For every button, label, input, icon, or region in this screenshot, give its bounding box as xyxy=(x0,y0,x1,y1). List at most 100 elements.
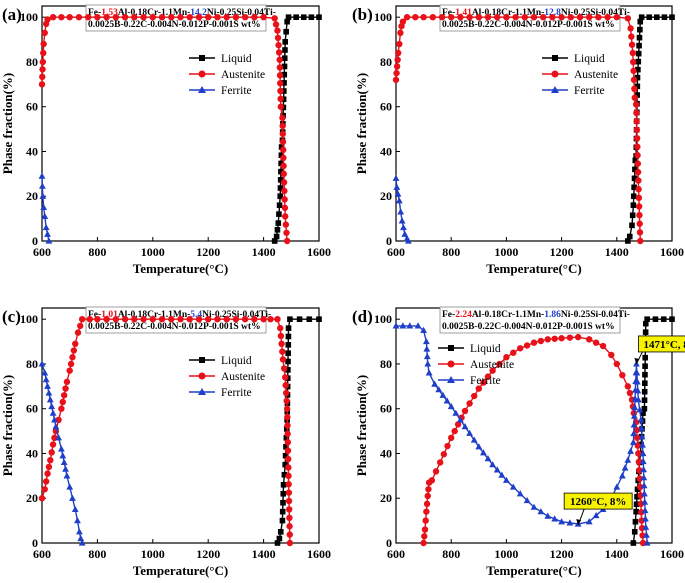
data-point xyxy=(285,14,292,20)
data-point xyxy=(67,360,75,368)
data-point xyxy=(140,13,147,21)
data-point xyxy=(44,470,51,477)
data-point xyxy=(78,539,86,546)
data-point xyxy=(523,496,531,504)
data-point xyxy=(399,18,407,25)
y-tick-label: 100 xyxy=(374,312,392,326)
data-point xyxy=(280,179,288,186)
data-point xyxy=(260,13,267,21)
data-point xyxy=(279,122,286,130)
data-point xyxy=(630,412,638,419)
data-point xyxy=(461,423,469,430)
data-point xyxy=(277,193,284,200)
data-point xyxy=(423,345,431,352)
data-point xyxy=(425,369,433,376)
legend-label: Ferrite xyxy=(574,85,605,97)
composition-line2: 0.0025B-0.22C-0.004N-0.012P-0.001S wt% xyxy=(442,322,615,332)
data-point xyxy=(63,378,71,386)
composition-segment: Fe- xyxy=(88,310,101,320)
data-point xyxy=(131,13,138,21)
data-point xyxy=(41,486,48,493)
data-point xyxy=(644,316,650,322)
data-point xyxy=(282,39,289,45)
data-point xyxy=(241,13,249,21)
data-point xyxy=(637,416,645,423)
data-point xyxy=(634,168,642,176)
data-point xyxy=(530,13,538,21)
data-point xyxy=(632,101,640,108)
legend-marker xyxy=(199,55,205,61)
x-tick-label: 1600 xyxy=(660,245,684,259)
data-point xyxy=(642,523,650,530)
data-point xyxy=(70,347,78,354)
y-tick-label: 40 xyxy=(380,446,392,460)
data-point xyxy=(669,14,675,20)
data-point xyxy=(284,455,292,463)
data-point xyxy=(277,95,284,103)
data-point xyxy=(284,18,290,25)
data-point xyxy=(586,336,593,343)
data-point xyxy=(480,449,487,456)
data-point xyxy=(275,41,282,49)
legend-marker xyxy=(447,376,455,383)
data-point xyxy=(585,518,593,525)
data-point xyxy=(282,382,289,389)
data-point xyxy=(223,13,230,21)
data-point xyxy=(42,223,50,231)
data-point xyxy=(420,13,427,21)
data-point xyxy=(284,439,292,446)
data-point xyxy=(149,13,156,21)
composition-segment: Ni-0.25Si-0.04Ti- xyxy=(561,8,630,18)
composition-segment: 1.01 xyxy=(101,310,118,320)
data-point xyxy=(279,130,287,138)
composition-segment: Al-0.18Cr-1.1Mn- xyxy=(472,310,544,320)
data-point xyxy=(634,434,641,442)
data-point xyxy=(640,410,646,416)
data-point xyxy=(634,486,641,493)
data-point xyxy=(149,315,156,323)
data-point xyxy=(38,360,46,367)
data-point xyxy=(566,519,574,526)
data-point xyxy=(281,187,288,195)
data-point xyxy=(630,421,638,428)
data-point xyxy=(397,208,405,215)
data-point xyxy=(274,315,281,323)
data-point xyxy=(308,14,315,20)
data-point xyxy=(66,483,74,490)
data-point xyxy=(503,354,510,361)
data-point xyxy=(630,429,638,437)
data-point xyxy=(112,315,120,323)
data-point xyxy=(280,482,287,488)
data-point xyxy=(393,63,401,70)
data-point xyxy=(158,13,166,21)
data-point xyxy=(428,477,436,484)
annotation: 1260°C, 8% xyxy=(563,492,633,526)
x-tick-label: 1600 xyxy=(307,547,331,561)
y-tick-label: 60 xyxy=(380,402,392,416)
data-point xyxy=(276,64,284,71)
data-point xyxy=(628,41,636,48)
legend-label: Austenite xyxy=(574,69,618,81)
data-point xyxy=(639,449,647,457)
data-point xyxy=(278,152,285,159)
data-point xyxy=(251,13,258,21)
data-point xyxy=(271,15,278,22)
data-point xyxy=(558,518,565,525)
data-point xyxy=(272,21,280,28)
x-axis-label: Temperature(°C) xyxy=(133,563,228,578)
data-point xyxy=(276,202,283,208)
y-tick-label: 20 xyxy=(26,491,38,505)
legend-marker xyxy=(198,70,206,78)
data-point xyxy=(284,413,291,421)
series-austenite xyxy=(38,13,291,245)
composition-segment: Ni-0.25Si-0.04Ti- xyxy=(561,310,630,320)
data-point xyxy=(49,13,57,21)
data-point xyxy=(285,333,292,340)
data-point xyxy=(69,354,76,361)
data-point xyxy=(71,505,79,513)
data-point xyxy=(496,360,503,368)
data-point xyxy=(39,66,46,73)
data-point xyxy=(285,497,293,505)
x-tick-label: 600 xyxy=(387,547,405,561)
data-point xyxy=(42,376,50,383)
